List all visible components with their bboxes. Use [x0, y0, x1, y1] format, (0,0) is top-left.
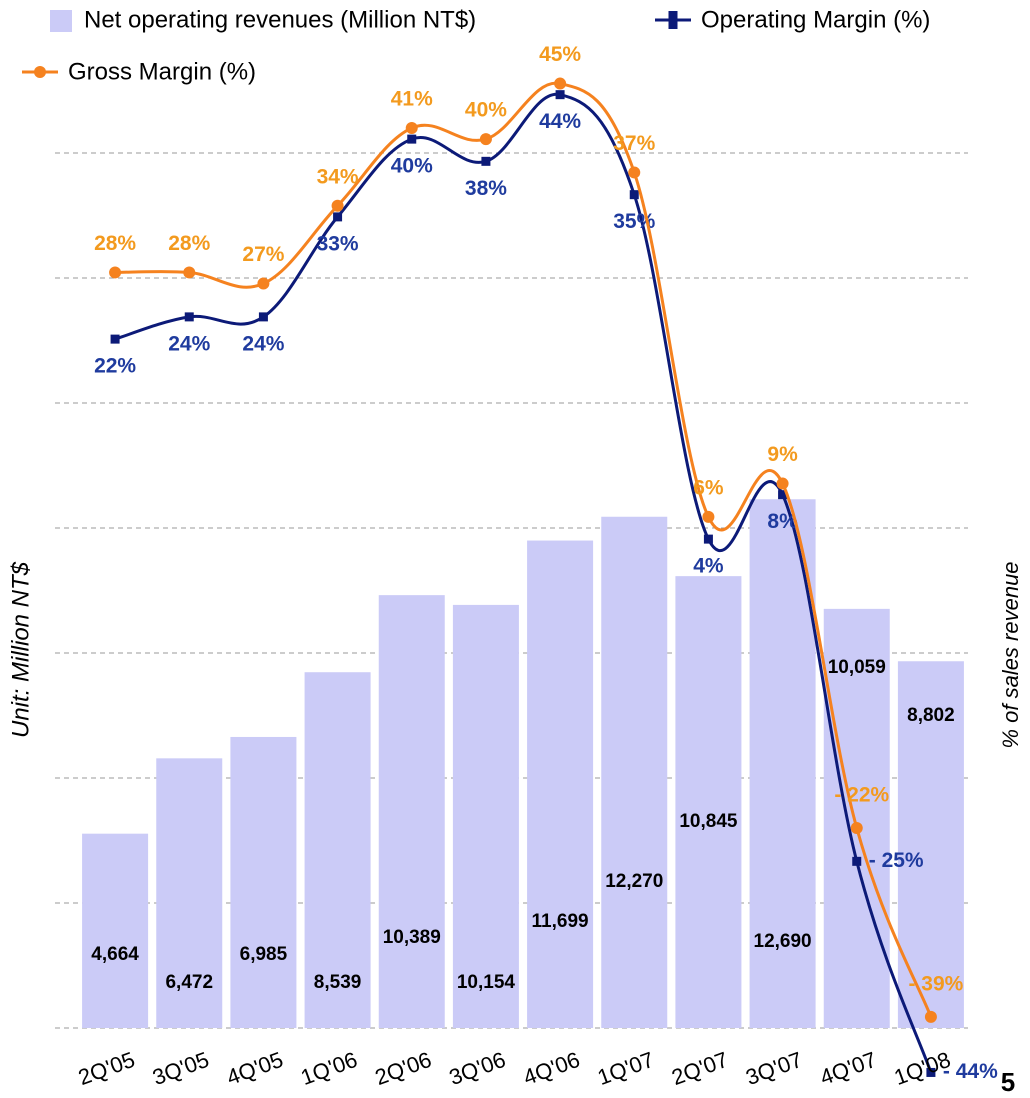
data-label: - 25% [869, 849, 924, 872]
marker [481, 156, 491, 166]
data-label: 6% [693, 476, 724, 499]
x-tick-label: 2Q'06 [372, 1047, 435, 1090]
data-label: 40% [465, 99, 507, 122]
marker [109, 266, 122, 279]
data-label: - 44% [943, 1060, 998, 1083]
data-label: 28% [94, 232, 136, 255]
bar [675, 576, 742, 1028]
marker [850, 822, 863, 834]
bar [601, 516, 668, 1028]
bar [378, 595, 445, 1028]
bar [823, 608, 890, 1028]
bar-label: 10,845 [679, 811, 738, 832]
data-label: 24% [242, 332, 284, 355]
data-label: 4% [693, 555, 724, 578]
x-tick-label: 2Q'05 [75, 1047, 138, 1090]
data-label: - 22% [834, 784, 889, 807]
data-label: 45% [539, 43, 581, 66]
data-label: 27% [242, 243, 284, 266]
bar-label: 12,690 [754, 931, 812, 952]
marker [703, 534, 713, 544]
marker [778, 490, 788, 500]
bar-label: 10,154 [457, 972, 516, 993]
bar [452, 604, 519, 1028]
x-tick-label: 1Q'06 [297, 1047, 360, 1090]
x-tick-label: 4Q'07 [817, 1047, 880, 1090]
bar-label: 12,270 [605, 871, 663, 892]
x-tick-label: 3Q'06 [446, 1047, 509, 1090]
data-label: 24% [168, 332, 210, 355]
bar-label: 11,699 [532, 911, 589, 932]
legend-label: Gross Margin (%) [68, 58, 256, 85]
marker [554, 77, 567, 90]
legend-swatch [50, 10, 72, 32]
data-label: 37% [613, 132, 655, 155]
marker [852, 856, 862, 866]
bar [527, 540, 594, 1028]
legend-marker [668, 11, 678, 29]
y2-axis-title: % of sales revenue [998, 561, 1023, 748]
bar-label: 6,472 [165, 972, 213, 993]
bar-label: 4,664 [91, 944, 139, 965]
bar [749, 499, 816, 1028]
bar [230, 736, 297, 1028]
marker [628, 166, 641, 179]
marker [258, 312, 268, 322]
bar-label: 10,059 [828, 657, 886, 678]
bar [156, 758, 223, 1028]
x-tick-label: 1Q'07 [594, 1047, 657, 1090]
marker [110, 334, 120, 344]
bar-label: 8,802 [907, 705, 955, 726]
data-label: 22% [94, 355, 136, 378]
page-number: 5 [1001, 1067, 1015, 1097]
data-label: 9% [767, 443, 798, 466]
data-label: 34% [317, 165, 359, 188]
x-tick-label: 3Q'07 [742, 1047, 805, 1090]
marker [405, 122, 418, 134]
marker [924, 1010, 937, 1023]
data-label: 41% [391, 88, 433, 111]
marker [333, 212, 343, 222]
legend-label: Operating Margin (%) [701, 6, 930, 33]
bar-label: 6,985 [240, 944, 288, 965]
x-tick-label: 4Q'05 [223, 1047, 286, 1090]
bar [82, 833, 149, 1028]
line [114, 93, 933, 1073]
x-tick-label: 4Q'06 [520, 1047, 583, 1090]
bar-label: 8,539 [314, 972, 362, 993]
data-label: 28% [168, 232, 210, 255]
legend-label: Net operating revenues (Million NT$) [84, 6, 476, 33]
data-label: 33% [317, 232, 359, 255]
legend-marker [34, 66, 46, 78]
data-label: 38% [465, 177, 507, 200]
marker [555, 90, 565, 100]
marker [776, 477, 789, 490]
marker [331, 199, 344, 212]
marker [257, 277, 270, 290]
bar [304, 672, 371, 1028]
marker [183, 266, 196, 279]
marker [926, 1067, 936, 1077]
data-label: 40% [391, 155, 433, 178]
x-tick-label: 2Q'07 [668, 1047, 731, 1090]
line [115, 81, 933, 1018]
marker [184, 312, 194, 322]
marker [407, 134, 417, 144]
data-label: 44% [539, 110, 581, 133]
x-tick-label: 3Q'05 [149, 1047, 212, 1090]
y-axis-title: Unit: Million NT$ [7, 561, 34, 738]
marker [702, 510, 715, 523]
data-label: 8% [767, 510, 798, 533]
marker [629, 190, 639, 200]
marker [479, 133, 492, 146]
bar-label: 10,389 [383, 927, 441, 948]
data-label: - 39% [908, 972, 963, 995]
